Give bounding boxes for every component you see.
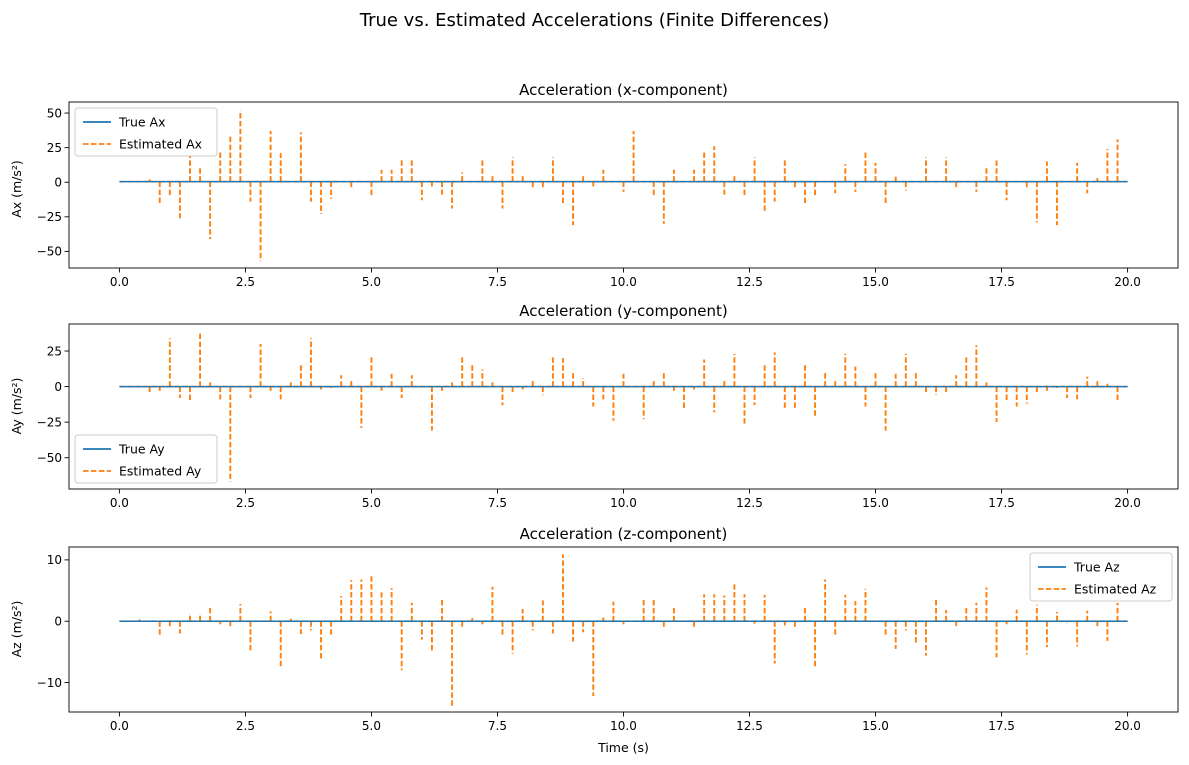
plot-area (69, 324, 1178, 489)
subplot-title: Acceleration (y-component) (519, 302, 728, 320)
x-tick-label: 20.0 (1114, 275, 1141, 289)
x-tick-label: 10.0 (610, 496, 637, 510)
x-tick-label: 5.0 (362, 275, 381, 289)
subplot-title: Acceleration (x-component) (519, 81, 728, 99)
x-tick-label: 20.0 (1114, 496, 1141, 510)
x-tick-label: 12.5 (736, 275, 763, 289)
x-tick-label: 17.5 (988, 496, 1015, 510)
x-tick-label: 15.0 (862, 496, 889, 510)
y-axis-label: Ax (m/s²) (9, 160, 24, 218)
y-tick-label: 0 (54, 176, 62, 190)
legend: True Az Estimated Az (1029, 552, 1173, 602)
legend-label-estimated: Estimated Ay (119, 464, 202, 479)
figure-suptitle: True vs. Estimated Accelerations (Finite… (359, 10, 830, 31)
x-tick-label: 7.5 (488, 275, 507, 289)
legend-label-true: True Ay (118, 442, 165, 457)
x-tick-label: 10.0 (610, 275, 637, 289)
y-tick-label: 10 (47, 553, 62, 567)
y-tick-label: −10 (37, 676, 62, 690)
x-tick-label: 0.0 (110, 496, 129, 510)
y-tick-label: 25 (47, 344, 62, 358)
y-tick-label: 25 (47, 141, 62, 155)
x-tick-label: 12.5 (736, 496, 763, 510)
y-tick-label: −50 (37, 245, 62, 259)
x-tick-label: 2.5 (236, 719, 255, 733)
x-tick-label: 10.0 (610, 719, 637, 733)
subplot-title: Acceleration (z-component) (520, 525, 728, 543)
plot-area (69, 547, 1178, 712)
subplot-y-component: Acceleration (y-component) Ay (m/s²) 0.0… (9, 302, 1179, 510)
x-tick-label: 17.5 (988, 275, 1015, 289)
x-tick-label: 7.5 (488, 719, 507, 733)
x-tick-label: 5.0 (362, 496, 381, 510)
x-tick-label: 15.0 (862, 275, 889, 289)
y-tick-label: −25 (37, 210, 62, 224)
y-tick-label: −50 (37, 451, 62, 465)
subplot-z-component: Acceleration (z-component) Az (m/s²) Tim… (9, 525, 1179, 755)
x-tick-label: 0.0 (110, 275, 129, 289)
x-tick-label: 15.0 (862, 719, 889, 733)
y-tick-label: 0 (54, 380, 62, 394)
x-tick-label: 2.5 (236, 496, 255, 510)
x-tick-label: 2.5 (236, 275, 255, 289)
y-axis-label: Az (m/s²) (9, 601, 24, 658)
x-tick-label: 12.5 (736, 719, 763, 733)
x-axis-label: Time (s) (597, 740, 649, 755)
y-tick-label: 50 (47, 106, 62, 120)
y-axis-label: Ay (m/s²) (9, 378, 24, 435)
legend-label-true: True Az (1073, 560, 1120, 575)
legend-label-estimated: Estimated Ax (119, 137, 202, 152)
legend: True Ay Estimated Ay (74, 434, 218, 484)
x-tick-label: 17.5 (988, 719, 1015, 733)
legend: True Ax Estimated Ax (74, 107, 218, 157)
x-tick-label: 20.0 (1114, 719, 1141, 733)
x-tick-label: 5.0 (362, 719, 381, 733)
legend-label-estimated: Estimated Az (1074, 582, 1157, 597)
legend-label-true: True Ax (118, 115, 165, 130)
x-tick-label: 0.0 (110, 719, 129, 733)
subplot-x-component: Acceleration (x-component) Ax (m/s²) 0.0… (9, 81, 1179, 289)
x-tick-label: 7.5 (488, 496, 507, 510)
y-tick-label: 0 (54, 615, 62, 629)
y-tick-label: −25 (37, 415, 62, 429)
